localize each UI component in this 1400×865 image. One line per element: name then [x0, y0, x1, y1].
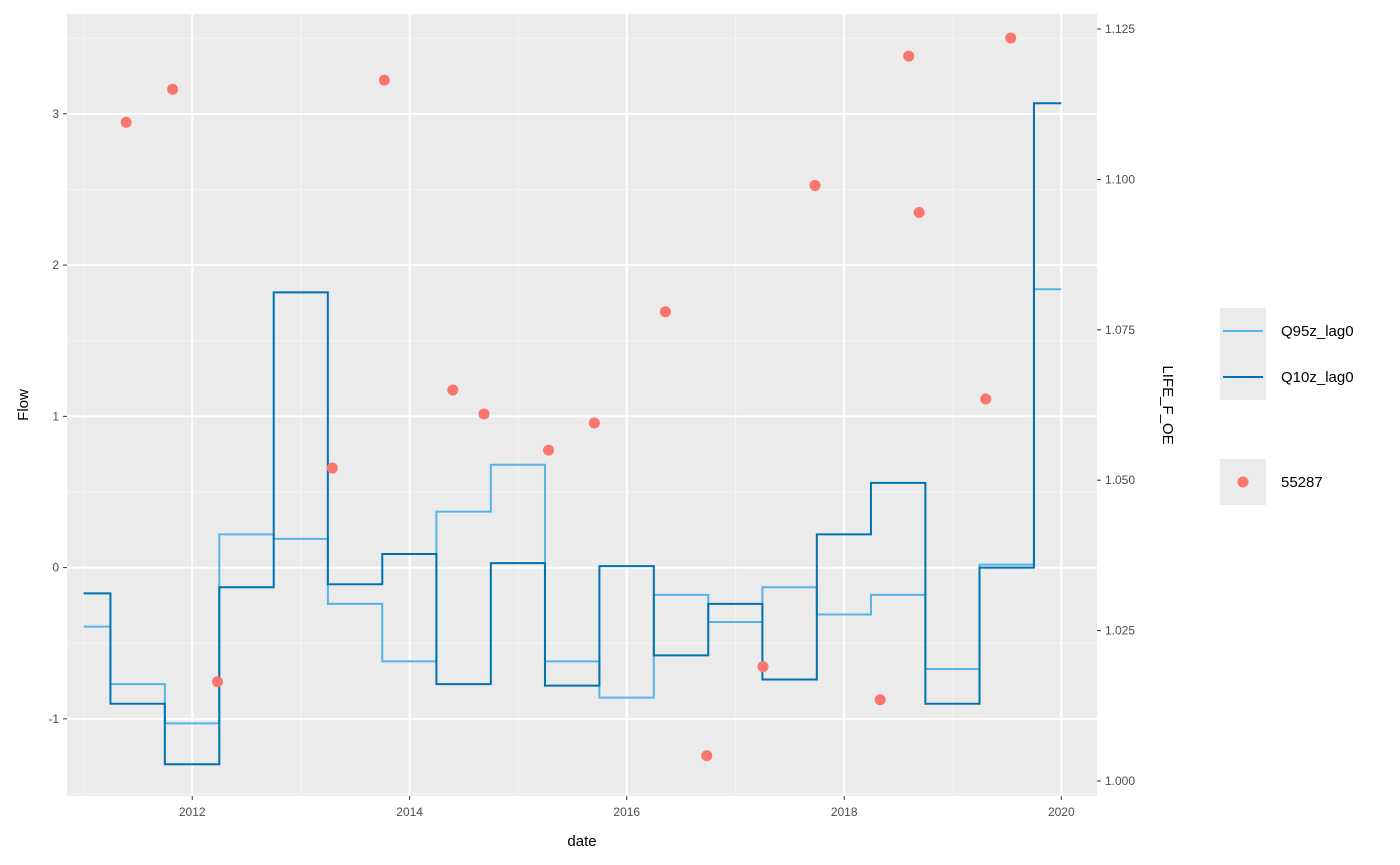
data-point [874, 694, 886, 706]
y2-tick-label: 1.000 [1105, 774, 1135, 788]
data-point [980, 393, 992, 405]
data-point [167, 83, 179, 95]
data-point [326, 462, 338, 474]
x-tick-label: 2014 [396, 805, 423, 819]
y2-tick-label: 1.100 [1105, 172, 1135, 186]
legend-label-q95: Q95z_lag0 [1281, 323, 1354, 340]
data-point [757, 661, 769, 673]
data-point [903, 50, 915, 62]
points-layer [120, 32, 1017, 762]
data-point [701, 750, 713, 762]
x-tick-label: 2018 [831, 805, 858, 819]
legend-label-55287: 55287 [1281, 474, 1323, 491]
y-axis-title: Flow [15, 389, 32, 421]
y-tick-label: -1 [48, 712, 59, 726]
y-tick-label: 1 [52, 409, 59, 423]
series-layer [83, 102, 1062, 766]
data-point [543, 444, 555, 456]
grid-lines [67, 14, 1097, 796]
y2-tick-label: 1.075 [1105, 323, 1135, 337]
y2-tick-label: 1.025 [1105, 624, 1135, 638]
data-point [447, 384, 459, 396]
series-line-q95z-lag0 [83, 288, 1062, 725]
legend-label-q10: Q10z_lag0 [1281, 369, 1354, 386]
legend: Q95z_lag0 Q10z_lag0 55287 [1220, 308, 1354, 505]
data-point [1005, 32, 1017, 44]
data-point [659, 306, 671, 318]
y-tick-label: 3 [52, 107, 59, 121]
y-tick-label: 2 [52, 258, 59, 272]
y-tick-label: 0 [52, 561, 59, 575]
x-tick-label: 2012 [179, 805, 206, 819]
x-tick-label: 2020 [1048, 805, 1075, 819]
x-axis-title: date [567, 833, 596, 850]
data-point [478, 408, 490, 420]
axes: 2012 2014 2016 2018 2020 -1 0 1 2 3 1.000 1.025 1.05… [48, 22, 1135, 819]
data-point [211, 676, 223, 688]
legend-swatch-55287 [1237, 476, 1249, 488]
data-point [120, 116, 132, 128]
data-point [809, 179, 821, 191]
x-tick-label: 2016 [613, 805, 640, 819]
data-point [378, 74, 390, 86]
y2-tick-label: 1.125 [1105, 22, 1135, 36]
y2-axis-title: LIFE_F_OE [1159, 365, 1176, 444]
data-point [913, 207, 925, 219]
series-line-q10z-lag0 [83, 102, 1062, 766]
data-point [588, 417, 600, 429]
y2-tick-label: 1.050 [1105, 473, 1135, 487]
